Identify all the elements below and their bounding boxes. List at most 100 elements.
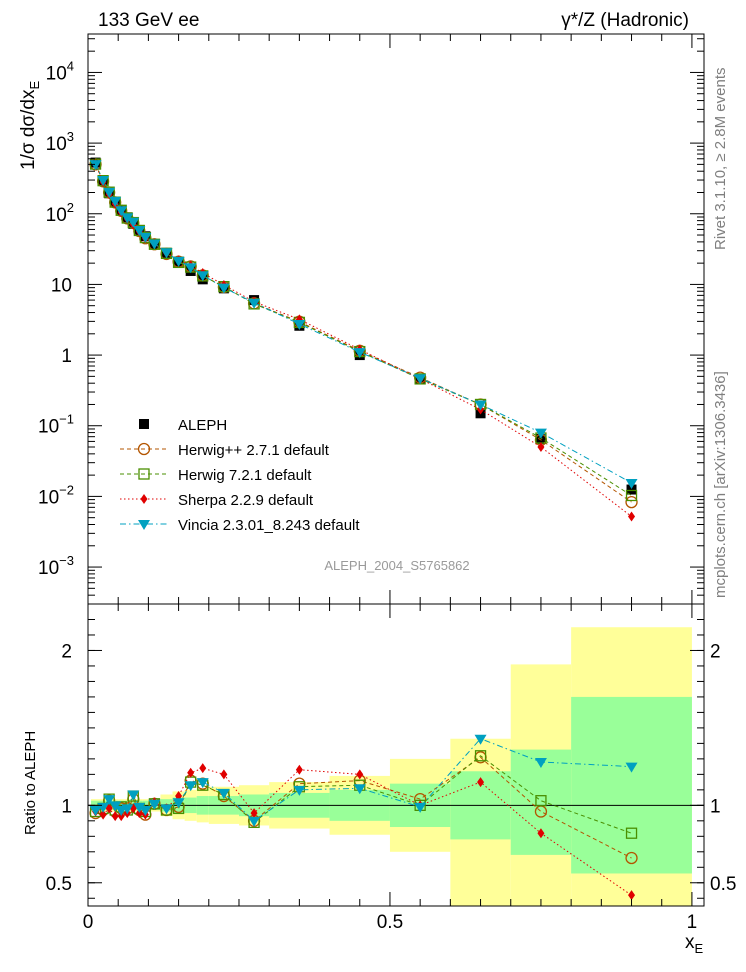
main-y-tick-label: 1 (61, 346, 72, 367)
series-3-ratio-point (99, 809, 107, 820)
series-3-main-point (537, 442, 545, 453)
series-4-ratio-point (534, 757, 547, 768)
ratio-plot-frame (87, 603, 705, 907)
series-0-main-point (626, 484, 637, 495)
main-y-tick-label: 102 (46, 200, 74, 226)
series-3-main-point (628, 511, 636, 522)
x-tick-label: 0 (83, 912, 94, 933)
series-3-ratio-point (537, 828, 545, 839)
ratio-y-tick-label-right: 0.5 (710, 874, 736, 895)
ratio-y-tick-label: 0.5 (46, 874, 72, 895)
ratio-y-tick-label-right: 1 (710, 796, 721, 817)
series-4-ratio-point (89, 805, 102, 816)
series-3-ratio-point (220, 769, 228, 780)
series-4-main-point (103, 187, 116, 198)
x-axis-label: xE (685, 932, 704, 956)
ratio-band-inner (571, 696, 692, 874)
series-4-main-point (196, 271, 209, 282)
series-4-main-point (353, 348, 366, 359)
series-3-main-line (95, 163, 632, 517)
series-3-ratio-point (199, 763, 207, 774)
series-4-ratio-point (353, 784, 366, 795)
ratio-y-tick-label: 2 (61, 641, 72, 662)
series-4-main-point (97, 176, 110, 187)
series-3-ratio-point (628, 890, 636, 901)
side-label-top: Rivet 3.1.10, ≥ 2.8M events (712, 68, 729, 251)
series-3-ratio-point (187, 767, 195, 778)
ratio-y-axis-label: Ratio to ALEPH (22, 731, 39, 835)
series-2-ratio-point (535, 795, 547, 807)
series-3-ratio-point (105, 803, 113, 814)
series-4-ratio-point (139, 805, 152, 816)
header-right: γ*/Z (Hadronic) (561, 10, 689, 31)
legend-label: Herwig++ 2.7.1 default (178, 442, 330, 459)
series-4-main-point (184, 263, 197, 274)
series-0-main-point (535, 433, 546, 444)
header-left: 133 GeV ee (98, 10, 199, 31)
series-4-main-point (293, 320, 306, 331)
series-4-ratio-point (184, 781, 197, 792)
series-3-ratio-point (117, 811, 125, 822)
series-4-ratio-point (127, 790, 140, 801)
series-4-ratio-point (248, 816, 261, 827)
watermark: ALEPH_2004_S5765862 (324, 558, 469, 573)
x-tick-label: 1 (687, 912, 698, 933)
series-3-ratio-point (111, 811, 119, 822)
main-y-axis-label: 1/σ dσ/dxE (18, 81, 42, 171)
x-tick-label: 0.5 (377, 912, 403, 933)
legend-marker (138, 520, 150, 530)
series-4-main-point (248, 298, 261, 309)
series-4-ratio-point (148, 799, 161, 810)
main-y-tick-label: 10 (51, 275, 72, 296)
series-1-main-point (625, 495, 638, 509)
main-y-tick-label: 104 (46, 58, 74, 84)
series-4-ratio-point (160, 804, 173, 815)
legend-label: Vincia 2.3.01_8.243 default (178, 517, 360, 534)
series-4-ratio-point (121, 804, 134, 815)
series-4-ratio-point (625, 762, 638, 773)
series-3-ratio-point (356, 769, 364, 780)
ratio-y-tick-label-right: 2 (710, 641, 721, 662)
ratio-y-tick-label: 1 (61, 796, 72, 817)
legend-marker (139, 419, 149, 429)
series-4-main-point (133, 225, 146, 236)
series-4-ratio-point (172, 798, 185, 809)
series-4-main-point (148, 239, 161, 250)
main-y-tick-label: 10−3 (38, 553, 74, 579)
legend-label: ALEPH (178, 417, 227, 434)
series-1-ratio-point (625, 851, 638, 865)
series-4-main-line (95, 163, 632, 484)
main-y-tick-label: 10−1 (38, 412, 74, 438)
series-4-main-point (127, 217, 140, 228)
main-y-tick-label: 10−2 (38, 482, 74, 508)
series-4-main-point (89, 160, 102, 171)
series-4-ratio-point (196, 778, 209, 789)
series-4-main-point (160, 248, 173, 259)
series-4-ratio-point (217, 788, 230, 799)
side-label-bottom: mcplots.cern.ch [arXiv:1306.3436] (712, 371, 729, 598)
series-2-ratio-point (474, 750, 487, 762)
series-4-main-point (139, 232, 152, 243)
series-2-ratio-point (625, 827, 638, 839)
series-2-main-point (625, 489, 638, 502)
series-4-main-point (217, 283, 230, 294)
main-y-tick-label: 103 (46, 129, 74, 155)
series-4-main-point (414, 374, 427, 385)
series-4-main-point (109, 196, 122, 207)
series-4-ratio-point (103, 795, 116, 806)
legend-label: Herwig 7.2.1 default (178, 467, 312, 484)
series-3-ratio-point (477, 777, 485, 788)
series-4-main-point (115, 206, 128, 217)
series-2-main-line (95, 163, 632, 496)
legend-marker (138, 468, 150, 480)
series-3-ratio-point (135, 808, 143, 819)
legend: ALEPH Herwig++ 2.7.1 default Herwig 7.2.1 … (120, 417, 360, 534)
series-3-ratio-point (250, 808, 258, 819)
series-4-main-point (172, 256, 185, 267)
series-4-ratio-point (133, 802, 146, 813)
series-4-ratio-point (293, 785, 306, 796)
legend-label: Sherpa 2.2.9 default (178, 492, 314, 509)
series-4-ratio-point (474, 734, 487, 745)
legend-marker (137, 442, 151, 456)
